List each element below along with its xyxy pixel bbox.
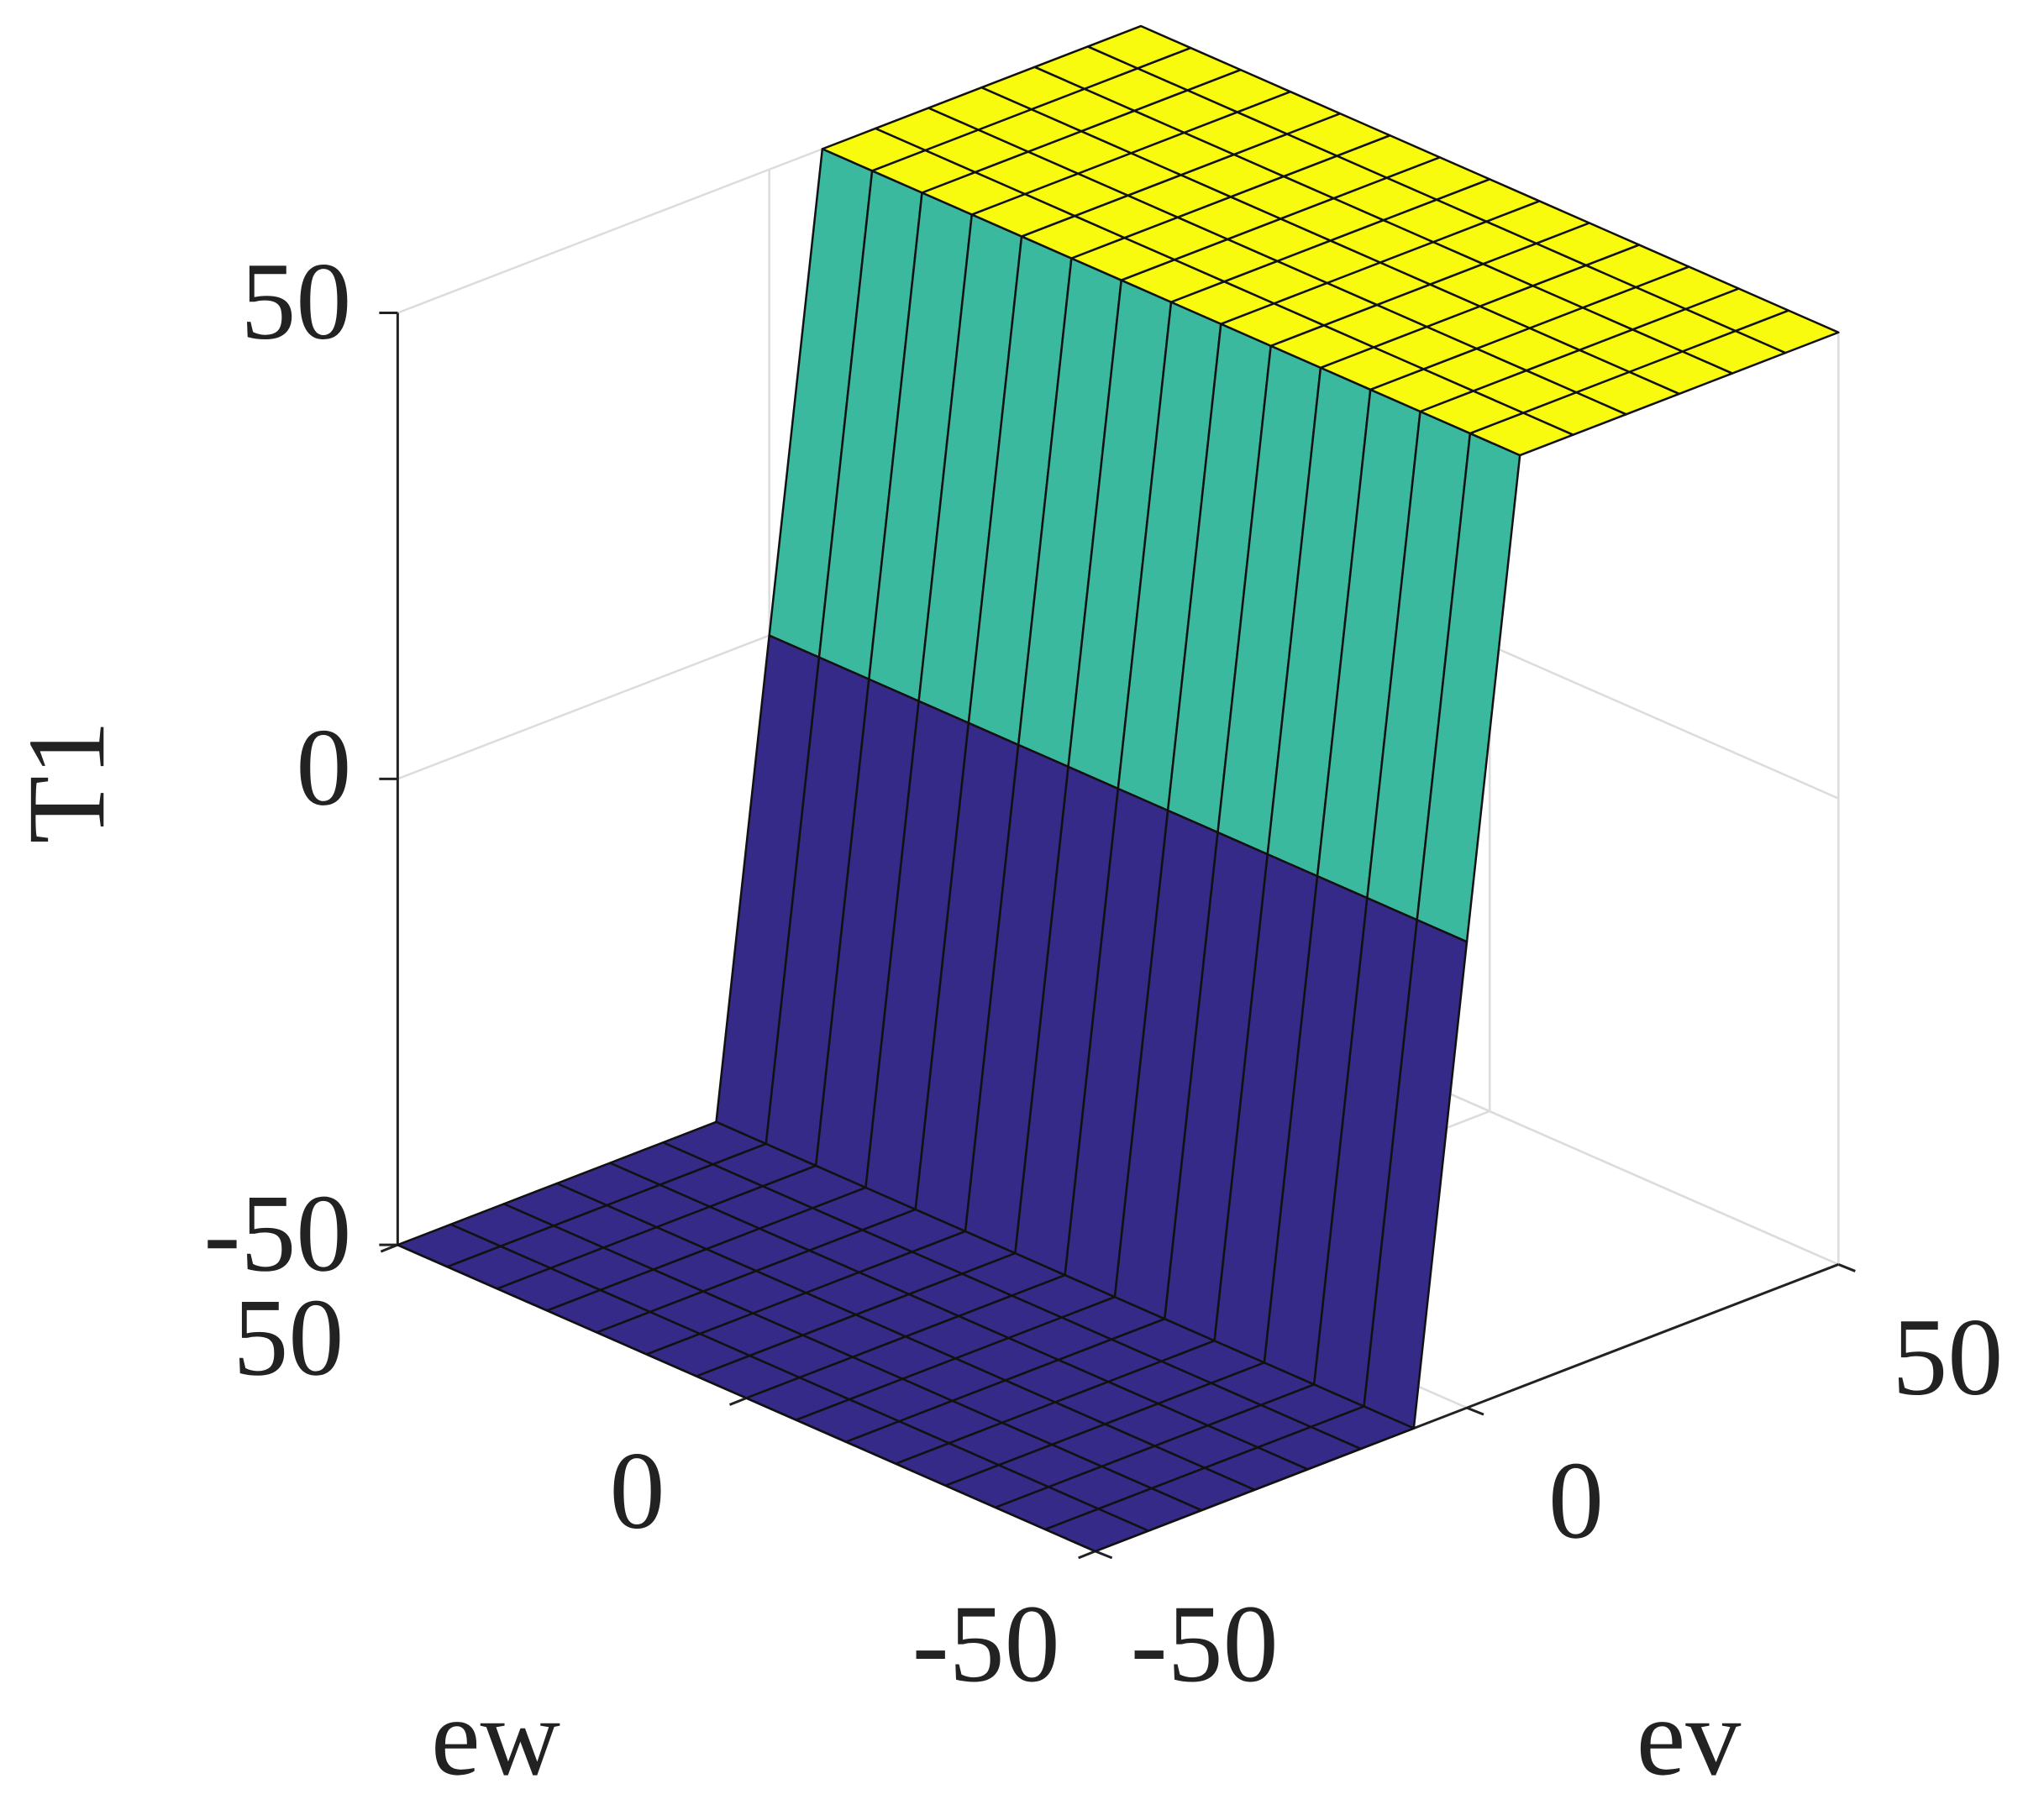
tick: [380, 1243, 398, 1253]
y-tick-label: -50: [912, 1582, 1060, 1705]
x-tick-label: 50: [1892, 1295, 2003, 1419]
tick: [728, 1397, 748, 1406]
y-axis-label: ew: [431, 1675, 560, 1798]
z-tick-label: -50: [203, 1171, 351, 1294]
surface-cell: [1044, 1508, 1150, 1553]
z-tick-label: 50: [240, 239, 351, 363]
z-tick-label: 0: [296, 706, 351, 829]
y-tick-label: 50: [233, 1275, 344, 1398]
tick: [1095, 1550, 1113, 1560]
x-tick-label: -50: [1131, 1582, 1279, 1705]
y-tick-label: 0: [610, 1429, 665, 1552]
z-axis-label: T1: [4, 721, 128, 844]
tick: [1837, 1263, 1856, 1272]
x-axis-label: ev: [1637, 1675, 1742, 1798]
tick: [1078, 1550, 1096, 1560]
tick: [1466, 1406, 1484, 1416]
x-tick-label: 0: [1548, 1438, 1604, 1561]
